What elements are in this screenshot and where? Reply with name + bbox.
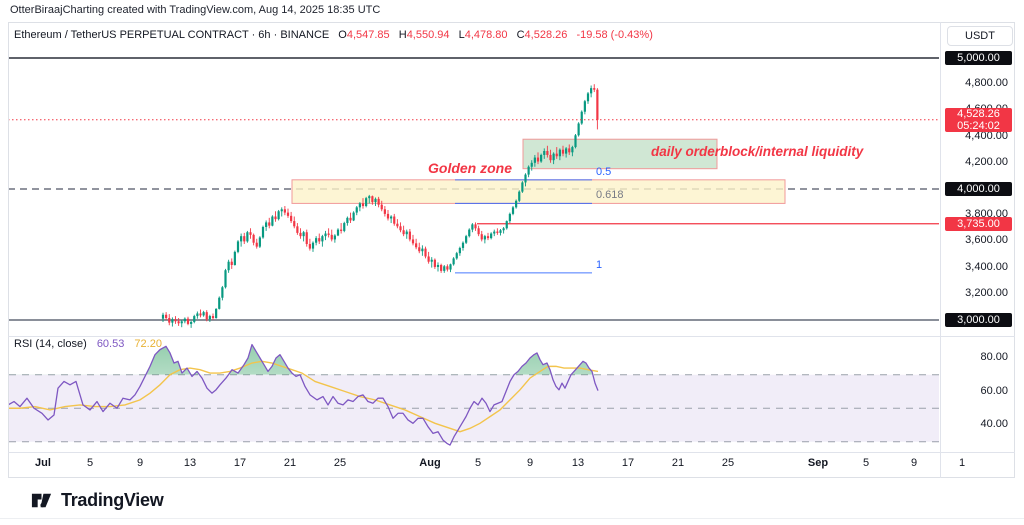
- footer-divider: [0, 518, 1024, 519]
- ohlc-close-value: 4,528.26: [524, 29, 568, 41]
- time-tick-5: 5: [862, 457, 870, 469]
- ohlc-high-value: 4,550.94: [406, 29, 450, 41]
- pane-separator[interactable]: [8, 336, 1015, 337]
- rsi-legend-title: RSI (14, close): [14, 338, 87, 350]
- time-tick-9: 9: [910, 457, 918, 469]
- rsi-value: 60.53: [96, 338, 125, 350]
- price-badge-452826: 4,528.26 05:24:02: [945, 107, 1012, 132]
- price-tick: 4,800.00: [965, 77, 1008, 90]
- symbol-legend[interactable]: Ethereum / TetherUS PERPETUAL CONTRACT ·…: [14, 29, 653, 41]
- ohlc-close-label: C: [516, 29, 525, 41]
- price-badge-373500: 3,735.00: [945, 216, 1012, 231]
- price-tick: 4,200.00: [965, 155, 1008, 168]
- daily-orderblock-zone: [522, 138, 718, 170]
- fib-retracement[interactable]: [455, 179, 592, 274]
- rsi-overbought-fill: [9, 344, 598, 375]
- price-badge-500000: 5,000.00: [945, 51, 1012, 65]
- rsi-legend[interactable]: RSI (14, close) 60.53 72.20: [14, 338, 162, 350]
- time-tick-5: 5: [474, 457, 482, 469]
- fib-label-0_5: 0.5: [596, 165, 612, 178]
- time-tick-25: 25: [721, 457, 735, 469]
- time-tick-25: 25: [333, 457, 347, 469]
- time-tick-21: 21: [671, 457, 685, 469]
- ohlc-open-value: 4,547.85: [346, 29, 390, 41]
- fib-label-0_618: 0.618: [596, 189, 624, 202]
- orderblock-label[interactable]: daily orderblock/internal liquidity: [651, 144, 864, 159]
- price-scale-divider: [940, 22, 941, 478]
- change-value: -19.58 (-0.43%): [576, 29, 653, 41]
- price-tick: 4,400.00: [965, 129, 1008, 142]
- ohlc-low-label: L: [458, 29, 465, 41]
- time-tick-21: 21: [283, 457, 297, 469]
- time-tick-9: 9: [526, 457, 534, 469]
- fib-label-1: 1: [596, 258, 603, 271]
- watermark-text: OtterBiraajCharting created with Trading…: [10, 4, 381, 16]
- tradingview-logo[interactable]: TradingView: [30, 489, 164, 512]
- time-axis-separator: [8, 452, 1015, 453]
- rsi-ma-line[interactable]: [9, 360, 599, 433]
- ohlc-high-label: H: [398, 29, 407, 41]
- candlestick-series[interactable]: [161, 84, 599, 328]
- rsi-line[interactable]: [9, 343, 599, 446]
- price-badge-300000: 3,000.00: [945, 313, 1012, 327]
- tradingview-logo-icon: [31, 493, 52, 508]
- price-badge-400000: 4,000.00: [945, 182, 1012, 196]
- time-tick-5: 5: [86, 457, 94, 469]
- ohlc-low-value: 4,478.80: [464, 29, 508, 41]
- price-tick: 3,600.00: [965, 234, 1008, 247]
- price-tick: 3,400.00: [965, 260, 1008, 273]
- time-tick-17: 17: [233, 457, 247, 469]
- chart-canvas[interactable]: [9, 23, 939, 451]
- time-tick-17: 17: [621, 457, 635, 469]
- rsi-scale-tick: 80.00: [980, 351, 1008, 363]
- ohlc-open-label: O: [338, 29, 347, 41]
- time-tick-13: 13: [183, 457, 197, 469]
- time-tick-sep: Sep: [807, 457, 829, 469]
- time-tick-jul: Jul: [35, 457, 51, 469]
- time-tick-1: 1: [958, 457, 966, 469]
- time-tick-13: 13: [571, 457, 585, 469]
- currency-toggle[interactable]: USDT: [947, 26, 1013, 46]
- rsi-ma-value: 72.20: [134, 338, 162, 350]
- symbol-title: Ethereum / TetherUS PERPETUAL CONTRACT ·…: [14, 29, 330, 41]
- rsi-band: [9, 374, 939, 443]
- time-tick-aug: Aug: [419, 457, 441, 469]
- tradingview-brand-text: TradingView: [61, 490, 164, 510]
- rsi-scale-tick: 40.00: [980, 418, 1008, 430]
- golden-zone-label[interactable]: Golden zone: [428, 160, 512, 176]
- chart-frame: [8, 22, 1015, 478]
- price-tick: 3,200.00: [965, 286, 1008, 299]
- rsi-scale-tick: 60.00: [980, 384, 1008, 397]
- time-tick-9: 9: [136, 457, 144, 469]
